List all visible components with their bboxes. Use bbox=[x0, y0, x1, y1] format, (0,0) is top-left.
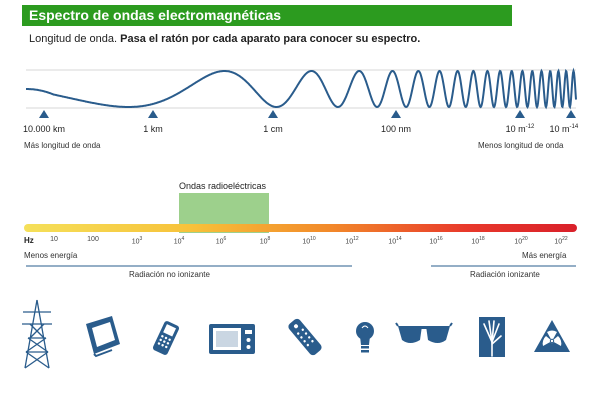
more-wavelength-label: Más longitud de onda bbox=[24, 141, 101, 150]
wavelength-label: 1 cm bbox=[263, 124, 283, 134]
less-wavelength-label: Menos longitud de onda bbox=[478, 141, 564, 150]
subtitle-prefix: Longitud de onda. bbox=[29, 33, 121, 45]
radiation-icon[interactable] bbox=[532, 318, 572, 354]
frequency-tick-label: 1020 bbox=[514, 236, 528, 246]
frequency-tick-label: 1010 bbox=[302, 236, 316, 246]
wavelength-marker bbox=[515, 110, 525, 118]
subtitle: Longitud de onda. Pasa el ratón por cada… bbox=[29, 33, 420, 45]
frequency-tick-label: 100 bbox=[87, 236, 99, 243]
frequency-tick-label: 1016 bbox=[429, 236, 443, 246]
frequency-tick-label: 1014 bbox=[388, 236, 402, 246]
hz-unit-label: Hz bbox=[24, 236, 34, 245]
ionizing-label: Radiación ionizante bbox=[470, 270, 540, 279]
power-tower-icon[interactable] bbox=[20, 298, 54, 370]
wavelength-marker bbox=[566, 110, 576, 118]
sunglasses-icon[interactable] bbox=[395, 320, 453, 348]
wavelength-marker bbox=[268, 110, 278, 118]
wavelength-marker bbox=[148, 110, 158, 118]
light-bulb-icon[interactable] bbox=[354, 320, 376, 356]
less-energy-label: Menos energía bbox=[24, 251, 78, 260]
wavelength-marker bbox=[391, 110, 401, 118]
microwave-icon[interactable] bbox=[208, 322, 256, 356]
wave-curve bbox=[26, 67, 577, 110]
frequency-tick-label: 1012 bbox=[345, 236, 359, 246]
mobile-phone-icon[interactable] bbox=[150, 320, 182, 356]
wavelength-label: 10.000 km bbox=[22, 124, 66, 134]
frequency-tick-label: 108 bbox=[259, 236, 271, 246]
frequency-tick-label: 103 bbox=[131, 236, 143, 246]
more-energy-label: Más energía bbox=[522, 251, 567, 260]
frequency-tick-label: 1022 bbox=[554, 236, 568, 246]
television-icon[interactable] bbox=[82, 312, 122, 358]
frequency-tick-label: 106 bbox=[215, 236, 227, 246]
page-title: Espectro de ondas electromagnéticas bbox=[22, 5, 512, 26]
xray-icon[interactable] bbox=[478, 316, 506, 358]
frequency-tick-label: 104 bbox=[173, 236, 185, 246]
subtitle-instruction: Pasa el ratón por cada aparato para cono… bbox=[120, 33, 421, 45]
spectrum-bar bbox=[24, 224, 577, 232]
wavelength-label: 10 m-14 bbox=[549, 124, 579, 134]
frequency-tick-label: 10 bbox=[50, 236, 58, 243]
wavelength-label: 1 km bbox=[143, 124, 163, 134]
radio-band-label[interactable]: Ondas radioeléctricas bbox=[179, 181, 267, 191]
wavelength-label: 100 nm bbox=[380, 124, 412, 134]
non-ionizing-label: Radiación no ionizante bbox=[129, 270, 210, 279]
frequency-tick-label: 1018 bbox=[471, 236, 485, 246]
wavelength-marker bbox=[39, 110, 49, 118]
wavelength-label: 10 m-12 bbox=[505, 124, 535, 134]
remote-control-icon[interactable] bbox=[284, 316, 326, 358]
